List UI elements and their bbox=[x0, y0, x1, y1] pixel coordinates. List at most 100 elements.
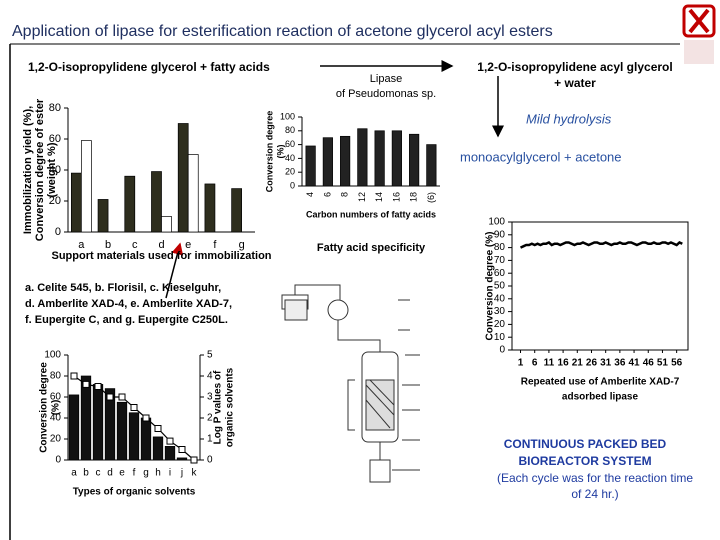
reaction-product: 1,2-O-isopropylidene acyl glycerol bbox=[477, 60, 672, 74]
point bbox=[106, 393, 114, 401]
point bbox=[154, 425, 162, 432]
point bbox=[94, 383, 102, 390]
x-tick-label: 26 bbox=[586, 358, 598, 369]
point bbox=[190, 456, 198, 464]
y-tick-label: 60 bbox=[50, 392, 62, 403]
x-tick-label: 1 bbox=[518, 358, 524, 369]
bar bbox=[187, 154, 199, 233]
bar bbox=[340, 135, 351, 187]
bar bbox=[151, 171, 162, 233]
x-tick-label: g bbox=[143, 468, 149, 479]
point bbox=[118, 393, 126, 401]
y-tick-label: 40 bbox=[285, 153, 295, 163]
x-axis-label: Carbon numbers of fatty acids bbox=[306, 209, 436, 219]
y2-tick-label: 1 bbox=[207, 434, 213, 445]
bar bbox=[231, 188, 242, 233]
support-legend: d. Amberlite XAD-4, e. Amberlite XAD-7, bbox=[25, 298, 232, 310]
bar bbox=[92, 384, 104, 461]
y-tick-label: 40 bbox=[49, 164, 61, 176]
bar bbox=[80, 375, 92, 461]
bar bbox=[426, 144, 437, 187]
y-tick-label: 80 bbox=[494, 242, 506, 253]
y-tick-label: 100 bbox=[44, 350, 61, 361]
point bbox=[130, 404, 138, 411]
bar bbox=[374, 130, 385, 187]
bar bbox=[322, 137, 333, 187]
x-axis-label: Support materials used for immobilizatio… bbox=[51, 250, 271, 262]
reaction-substrate: 1,2-O-isopropylidene glycerol + fatty ac… bbox=[28, 60, 270, 74]
x-tick-label: a bbox=[71, 468, 77, 479]
y-tick-label: 30 bbox=[494, 306, 506, 317]
x-tick-label: 46 bbox=[643, 358, 655, 369]
x-tick-label: k bbox=[192, 468, 198, 479]
bar bbox=[81, 140, 92, 233]
y-tick-label: 20 bbox=[285, 167, 295, 177]
y2-axis-label: Log P values of bbox=[213, 370, 224, 444]
y-tick-label: 80 bbox=[285, 125, 295, 135]
bar bbox=[97, 199, 109, 233]
x-tick-label: i bbox=[169, 468, 171, 479]
y-tick-label: 60 bbox=[49, 133, 61, 145]
reaction-final: monoacylglycerol + acetone bbox=[460, 149, 622, 164]
point bbox=[82, 380, 90, 388]
x-tick-label: 31 bbox=[600, 358, 612, 369]
support-legend: f. Eupergite C, and g. Eupergite C250L. bbox=[25, 314, 228, 326]
x-tick-label: d bbox=[107, 468, 113, 479]
bar bbox=[116, 401, 128, 461]
x-tick-label: 11 bbox=[544, 358, 555, 369]
bar bbox=[70, 172, 82, 233]
bar bbox=[124, 175, 136, 233]
x-tick-label: 6 bbox=[532, 358, 538, 369]
bar bbox=[177, 123, 189, 233]
y-tick-label: 50 bbox=[494, 281, 506, 292]
logo bbox=[682, 4, 716, 64]
point bbox=[142, 414, 150, 422]
bar bbox=[161, 216, 172, 233]
x-tick-label: a bbox=[78, 239, 85, 251]
x-tick-label: f bbox=[133, 468, 136, 479]
x-tick-label: g bbox=[239, 239, 245, 251]
y-tick-label: 60 bbox=[285, 139, 295, 149]
y-axis-label: (weight %) bbox=[46, 142, 58, 197]
x-tick-label: 16 bbox=[391, 192, 401, 202]
plot-frame bbox=[511, 221, 689, 351]
x-tick-label: 18 bbox=[409, 192, 419, 202]
x-tick-label: 51 bbox=[657, 358, 669, 369]
y2-tick-label: 2 bbox=[207, 413, 213, 424]
x-tick-label: b bbox=[105, 239, 111, 251]
bar bbox=[140, 417, 152, 461]
bar bbox=[104, 388, 116, 461]
x-tick-label: (6) bbox=[426, 192, 436, 203]
x-tick-label: e bbox=[185, 239, 191, 251]
reaction-step: Mild hydrolysis bbox=[526, 111, 612, 126]
bar bbox=[176, 457, 188, 461]
reaction-product: + water bbox=[554, 76, 596, 90]
x-axis-label: Repeated use of Amberlite XAD-7 bbox=[521, 377, 680, 388]
point bbox=[178, 446, 186, 453]
y-tick-label: 40 bbox=[494, 293, 506, 304]
x-tick-label: d bbox=[158, 239, 164, 251]
x-tick-label: 41 bbox=[629, 358, 641, 369]
bar bbox=[357, 128, 368, 187]
y-tick-label: 20 bbox=[494, 319, 506, 330]
chart-caption: Fatty acid specificity bbox=[317, 242, 426, 254]
y-tick-label: 0 bbox=[499, 345, 505, 356]
x-tick-label: 36 bbox=[614, 358, 626, 369]
x-tick-label: c bbox=[132, 239, 138, 251]
y2-axis-label: organic solvents bbox=[225, 367, 236, 447]
x-tick-label: 6 bbox=[322, 192, 332, 197]
y-axis-label: Conversion degree bbox=[264, 111, 274, 193]
y-axis-label: Conversion degree (%) bbox=[485, 232, 496, 341]
y-tick-label: 0 bbox=[55, 455, 61, 466]
x-tick-label: 8 bbox=[340, 192, 350, 197]
reactor-diagram bbox=[281, 284, 420, 483]
support-legend: a. Celite 545, b. Florisil, c. Kieselguh… bbox=[25, 282, 221, 294]
y-tick-label: 60 bbox=[494, 268, 506, 279]
bar bbox=[391, 130, 402, 187]
y2-tick-label: 4 bbox=[207, 371, 213, 382]
bar bbox=[204, 183, 216, 233]
y-axis-label: Immobilization yield (%), bbox=[22, 106, 34, 234]
y-tick-label: 10 bbox=[494, 332, 506, 343]
y-axis-label: (%) bbox=[51, 400, 62, 416]
